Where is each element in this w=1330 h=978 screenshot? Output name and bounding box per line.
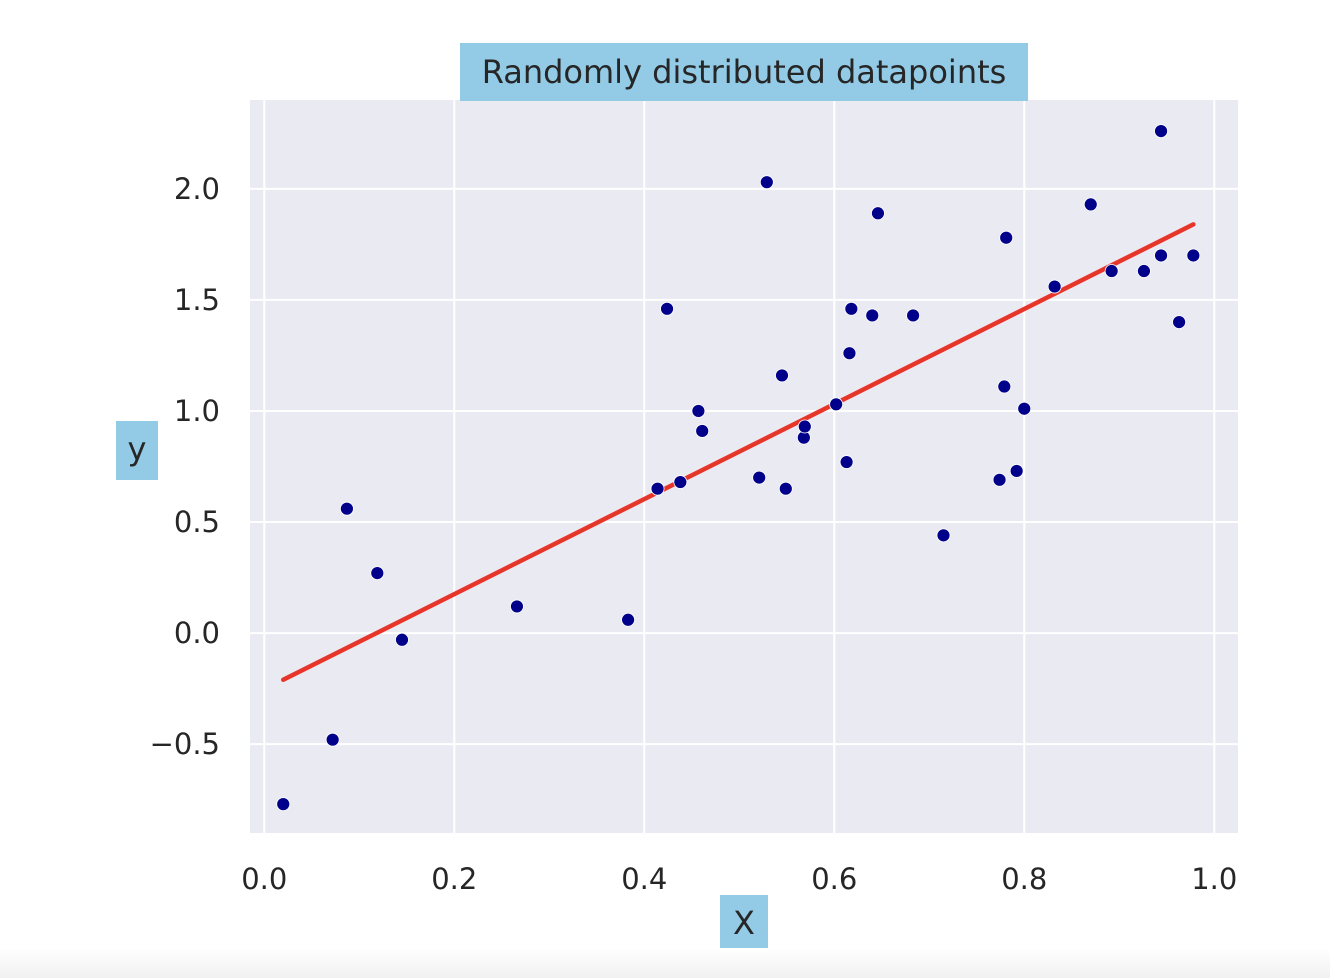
bottom-edge-shade bbox=[0, 948, 1330, 978]
x-tick-label: 0.6 bbox=[811, 862, 857, 896]
y-tick-labels: −0.5 0.0 0.5 1.0 1.5 2.0 bbox=[150, 172, 220, 761]
data-point bbox=[752, 470, 767, 485]
plot-background bbox=[250, 100, 1238, 833]
data-point bbox=[797, 419, 812, 434]
data-point bbox=[691, 404, 706, 418]
x-axis-label-box: X bbox=[720, 895, 768, 954]
data-point bbox=[1104, 264, 1119, 278]
data-point bbox=[992, 472, 1007, 487]
chart-title-background bbox=[460, 43, 1028, 101]
data-point bbox=[673, 475, 688, 489]
data-point bbox=[871, 206, 885, 221]
data-point bbox=[999, 230, 1014, 245]
x-tick-label: 0.8 bbox=[1001, 862, 1047, 896]
data-point bbox=[1154, 248, 1168, 263]
data-point bbox=[997, 379, 1012, 394]
y-axis-label-background bbox=[116, 421, 158, 480]
data-point bbox=[1172, 315, 1186, 330]
data-point bbox=[778, 481, 793, 496]
regression-line bbox=[281, 222, 1196, 682]
data-point bbox=[1154, 124, 1168, 138]
y-axis-label: y bbox=[128, 430, 147, 468]
data-point bbox=[660, 301, 674, 316]
data-point bbox=[1186, 248, 1201, 263]
data-point bbox=[395, 632, 409, 647]
data-point bbox=[759, 175, 774, 190]
y-tick-label: 0.5 bbox=[174, 505, 220, 539]
data-point bbox=[510, 599, 524, 614]
x-axis-label-background bbox=[720, 895, 768, 954]
data-point bbox=[695, 424, 710, 438]
data-point bbox=[1137, 264, 1151, 278]
data-points bbox=[276, 124, 1201, 812]
y-tick-label: 0.0 bbox=[174, 616, 220, 650]
data-point bbox=[650, 481, 665, 496]
chart-title-box: Randomly distributed datapoints bbox=[460, 43, 1028, 101]
y-axis-label-box: y bbox=[116, 421, 158, 480]
y-tick-label: 1.0 bbox=[174, 394, 220, 428]
x-tick-labels: 0.0 0.2 0.4 0.6 0.8 1.0 bbox=[241, 862, 1237, 896]
data-point bbox=[370, 566, 385, 581]
data-point bbox=[936, 528, 951, 543]
data-point bbox=[1047, 279, 1062, 294]
chart-title: Randomly distributed datapoints bbox=[482, 53, 1007, 91]
data-point bbox=[839, 455, 854, 469]
x-axis-label: X bbox=[733, 904, 755, 942]
data-point bbox=[844, 301, 859, 316]
data-point bbox=[1009, 464, 1024, 478]
data-point bbox=[842, 346, 857, 361]
data-point bbox=[621, 612, 635, 627]
y-tick-label: 2.0 bbox=[174, 172, 220, 206]
y-tick-label: 1.5 bbox=[174, 283, 220, 317]
data-point bbox=[1017, 401, 1032, 416]
data-point bbox=[775, 368, 789, 383]
data-point bbox=[339, 501, 354, 516]
data-point bbox=[865, 308, 880, 323]
data-point bbox=[829, 397, 844, 412]
x-tick-label: 0.2 bbox=[431, 862, 477, 896]
data-point bbox=[1083, 197, 1098, 212]
x-tick-label: 1.0 bbox=[1191, 862, 1237, 896]
grid-lines bbox=[250, 100, 1238, 833]
data-point bbox=[906, 308, 920, 323]
y-tick-label: −0.5 bbox=[150, 727, 220, 761]
fit-line-layer bbox=[281, 222, 1196, 682]
data-point bbox=[325, 732, 340, 747]
data-point bbox=[276, 797, 291, 812]
x-tick-label: 0.0 bbox=[241, 862, 287, 896]
x-tick-label: 0.4 bbox=[621, 862, 667, 896]
